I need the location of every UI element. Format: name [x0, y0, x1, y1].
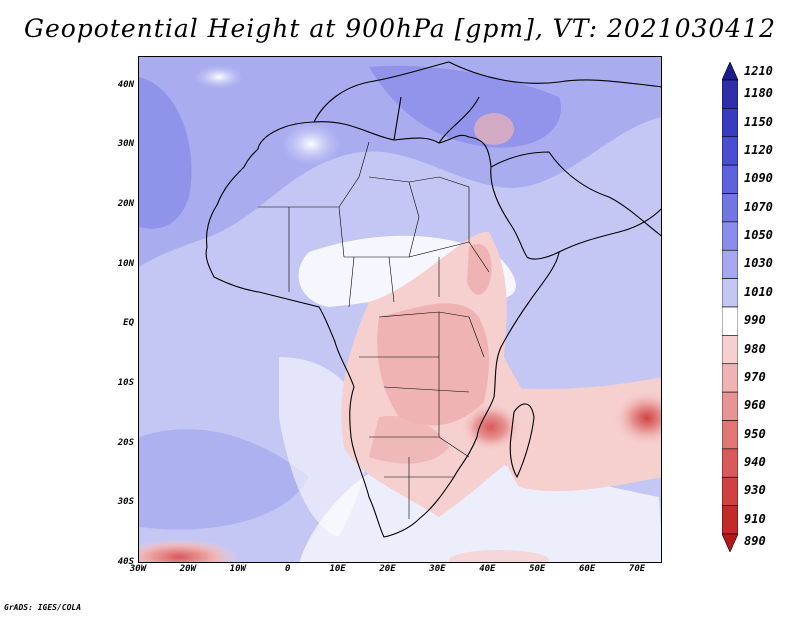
- lat-tick-label: 30N: [117, 139, 134, 150]
- colorbar-level-label: 1090: [744, 171, 773, 186]
- colorbar-swatch: [722, 136, 738, 166]
- colorbar-level-label: 890: [744, 534, 766, 549]
- colorbar-swatch: [722, 448, 738, 478]
- colorbar-swatch: [722, 533, 738, 552]
- lat-tick-label: 40N: [117, 79, 134, 90]
- lon-tick-label: 10W: [229, 564, 246, 574]
- page-title: Geopotential Height at 900hPa [gpm], VT:…: [23, 14, 777, 43]
- lon-tick-label: 60E: [579, 564, 596, 574]
- colorbar-level-label: 940: [744, 455, 766, 470]
- colorbar-swatch: [722, 108, 738, 138]
- lon-tick-label: 50E: [529, 564, 546, 574]
- colorbar-swatch: [722, 335, 738, 365]
- colorbar-level-label: 1150: [744, 114, 773, 129]
- country-borders: [258, 141, 490, 519]
- colorbar-level-label: 950: [744, 426, 766, 441]
- colorbar-swatch: [722, 249, 738, 279]
- colorbar-swatch: [722, 193, 738, 223]
- colorbar-level-label: 970: [744, 369, 766, 384]
- lon-tick-label: 20W: [179, 564, 197, 574]
- colorbar-level-label: 980: [744, 341, 766, 356]
- colorbar-swatch: [722, 363, 738, 393]
- colorbar-swatch: [722, 420, 738, 450]
- lat-tick-label: 10N: [117, 258, 134, 269]
- colorbar-swatch: [722, 79, 738, 109]
- colorbar-swatch: [722, 164, 738, 194]
- colorbar: [722, 62, 738, 552]
- lat-tick-label: 20S: [117, 437, 134, 448]
- colorbar-level-label: 1070: [744, 199, 773, 214]
- lon-tick-label: 20E: [379, 564, 396, 574]
- lon-tick-label: 40E: [479, 564, 496, 574]
- colorbar-swatch: [722, 306, 738, 336]
- colorbar-level-label: 1030: [744, 256, 773, 271]
- map-svg: [139, 57, 661, 562]
- colorbar-level-label: 1120: [744, 142, 773, 157]
- colorbar-swatch: [722, 278, 738, 308]
- map-panel: [138, 56, 662, 563]
- lon-tick-label: 70E: [628, 564, 646, 574]
- colorbar-swatch: [722, 391, 738, 421]
- lat-tick-label: EQ: [123, 318, 134, 329]
- colorbar-level-label: 930: [744, 483, 766, 498]
- lon-tick-label: 30W: [129, 564, 147, 574]
- colorbar-level-label: 1210: [744, 63, 773, 78]
- lat-tick-label: 10S: [117, 378, 134, 389]
- colorbar-swatch: [722, 221, 738, 251]
- colorbar-swatch: [722, 505, 738, 535]
- colorbar-swatch: [722, 62, 738, 81]
- lat-tick-label: 30S: [117, 497, 134, 508]
- colorbar-swatch: [722, 476, 738, 506]
- lon-tick-label: 10E: [329, 564, 346, 574]
- lat-tick-label: 20N: [117, 199, 134, 210]
- colorbar-level-label: 910: [744, 511, 766, 526]
- colorbar-level-label: 990: [744, 313, 766, 328]
- coastlines: [205, 61, 661, 538]
- colorbar-level-label: 960: [744, 398, 766, 413]
- colorbar-level-label: 1180: [744, 86, 773, 101]
- colorbar-level-label: 1050: [744, 228, 773, 243]
- colorbar-level-label: 1010: [744, 284, 773, 299]
- lon-tick-label: 30E: [429, 564, 446, 574]
- footer-credit: GrADS: IGES/COLA: [4, 603, 82, 612]
- height-field: [139, 57, 661, 562]
- lon-tick-label: 0: [284, 564, 291, 574]
- lat-tick-label: 40S: [117, 557, 134, 567]
